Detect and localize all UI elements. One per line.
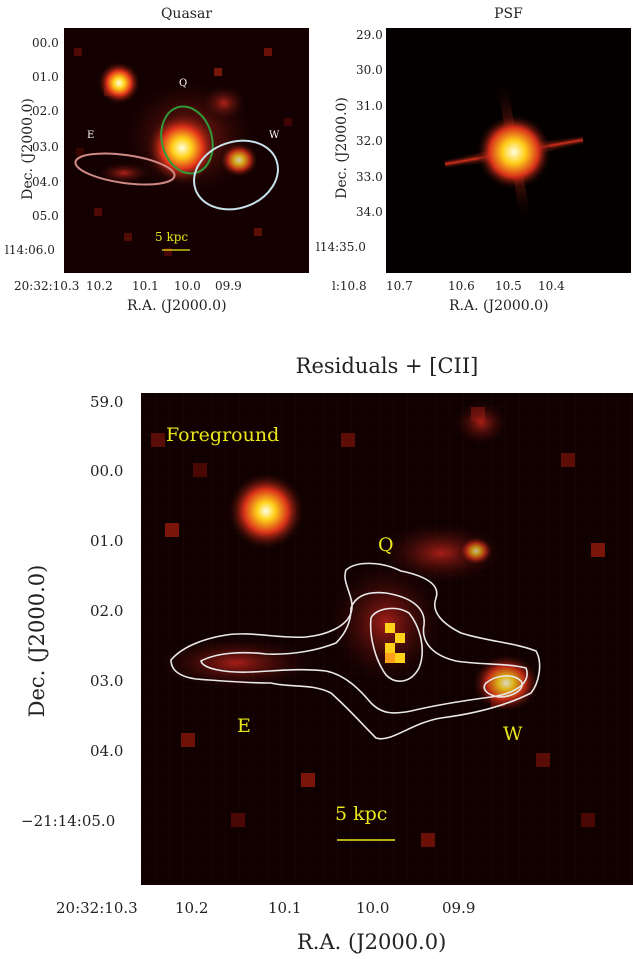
psf-panel-title: PSF	[494, 6, 523, 22]
quasar-y-tick: 03.0	[32, 140, 59, 154]
psf-y-tick: 30.0	[356, 63, 383, 77]
residuals-y-tick: −21:14:05.0	[21, 812, 116, 830]
residuals-y-label: Dec. (J2000.0)	[25, 564, 49, 718]
quasar-x-tick: 10.2	[86, 279, 113, 293]
quasar-panel-title: Quasar	[160, 6, 213, 22]
residuals-y-tick: 04.0	[90, 742, 124, 760]
quasar-x-tick: 10.1	[132, 279, 159, 293]
quasar-y-tick: 02.0	[32, 104, 59, 118]
label-foreground: Foreground	[166, 424, 280, 446]
w-ellipse	[193, 139, 279, 211]
psf-y-tick: 34.0	[356, 205, 383, 219]
q-residual-pixels	[385, 623, 405, 663]
quasar-y-tick: l14:06.0	[5, 243, 55, 257]
label-q: Q	[378, 534, 394, 556]
residuals-x-tick: 09.9	[442, 899, 476, 917]
psf-x-label: R.A. (J2000.0)	[449, 298, 549, 314]
psf-y-tick: 31.0	[356, 99, 383, 113]
quasar-x-label: R.A. (J2000.0)	[127, 298, 227, 314]
residuals-y-tick: 02.0	[90, 602, 124, 620]
label-e: E	[87, 130, 95, 141]
quasar-image: Q E W 5 kpc	[64, 28, 309, 273]
psf-image-svg	[386, 28, 631, 273]
residuals-y-tick: 00.0	[90, 462, 124, 480]
quasar-x-tick: 10.0	[174, 279, 201, 293]
residuals-scale-bar-label: 5 kpc	[335, 803, 388, 825]
residuals-x-label: R.A. (J2000.0)	[297, 930, 447, 954]
quasar-y-tick: 01.0	[32, 70, 59, 84]
psf-y-label: Dec. (J2000.0)	[334, 97, 350, 199]
quasar-scale-bar-label: 5 kpc	[155, 230, 189, 244]
residuals-y-tick: 03.0	[90, 672, 124, 690]
residuals-x-tick: 10.0	[356, 899, 390, 917]
psf-x-tick: 10.7	[386, 279, 413, 293]
quasar-x-tick: 09.9	[215, 279, 242, 293]
label-w: W	[503, 723, 523, 745]
psf-image	[386, 28, 631, 273]
cii-contours	[170, 562, 541, 740]
psf-x-tick: l:10.8	[332, 279, 367, 293]
quasar-y-tick: 00.0	[32, 36, 59, 50]
psf-y-tick: 32.0	[356, 134, 383, 148]
quasar-image-svg	[64, 28, 309, 273]
e-ellipse	[74, 152, 176, 186]
residuals-x-tick: 20:32:10.3	[56, 899, 138, 917]
residuals-x-tick: 10.1	[268, 899, 302, 917]
quasar-x-tick: 20:32:10.3	[14, 279, 80, 293]
quasar-y-tick: 04.0	[32, 175, 59, 189]
residuals-image: Foreground Q E W 5 kpc	[141, 393, 633, 885]
residuals-panel-title: Residuals + [CII]	[295, 354, 479, 378]
psf-y-tick: l14:35.0	[316, 240, 366, 254]
psf-x-tick: 10.6	[448, 279, 475, 293]
residuals-x-tick: 10.2	[175, 899, 209, 917]
label-w: W	[269, 130, 280, 141]
psf-x-tick: 10.4	[538, 279, 565, 293]
residuals-y-tick: 01.0	[90, 532, 124, 550]
psf-y-tick: 29.0	[356, 28, 383, 42]
psf-y-tick: 33.0	[356, 170, 383, 184]
quasar-y-label: Dec. (J2000.0)	[20, 98, 36, 200]
label-e: E	[237, 715, 251, 737]
residuals-image-svg	[141, 393, 633, 885]
quasar-y-tick: 05.0	[32, 209, 59, 223]
psf-x-tick: 10.5	[495, 279, 522, 293]
label-q: Q	[179, 78, 188, 89]
residuals-y-tick: 59.0	[90, 393, 124, 411]
